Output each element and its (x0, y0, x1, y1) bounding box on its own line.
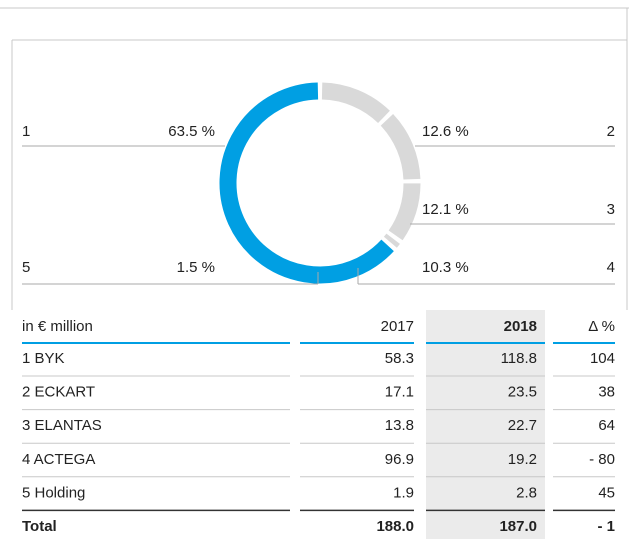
highlight-column (426, 310, 545, 539)
table-cell: 13.8 (385, 417, 414, 434)
segment-number: 4 (607, 259, 615, 276)
segment-number: 1 (22, 123, 30, 140)
table-cell: 64 (598, 417, 615, 434)
table-cell: 4 ACTEGA (22, 451, 95, 468)
table-cell: 22.7 (508, 417, 537, 434)
table-header: 2018 (504, 318, 537, 335)
donut-segment (380, 114, 421, 180)
segment-label: 1.5 % (177, 259, 215, 276)
table-cell: 5 Holding (22, 484, 85, 501)
table-cell: 17.1 (385, 384, 414, 401)
table-cell: 104 (590, 350, 615, 367)
table-cell: 96.9 (385, 451, 414, 468)
total-cell: - 1 (597, 518, 615, 535)
donut-segment (321, 82, 390, 124)
table-cell: 3 ELANTAS (22, 417, 102, 434)
segment-number: 3 (607, 201, 615, 218)
table-header: Δ % (588, 318, 615, 335)
segment-number: 5 (22, 259, 30, 276)
segment-label: 10.3 % (422, 259, 469, 276)
total-cell: 187.0 (499, 518, 537, 535)
table-cell: 38 (598, 384, 615, 401)
table-header: 2017 (381, 318, 414, 335)
table-cell: 58.3 (385, 350, 414, 367)
segment-number: 2 (607, 123, 615, 140)
donut-segment (383, 233, 400, 248)
table-cell: 45 (598, 484, 615, 501)
table-cell: 1.9 (393, 484, 414, 501)
segment-label: 12.1 % (422, 201, 469, 218)
segment-label: 63.5 % (168, 123, 215, 140)
table-header: in € million (22, 318, 93, 335)
table-cell: 118.8 (501, 350, 537, 367)
donut-segment (388, 183, 421, 241)
table-cell: 23.5 (508, 384, 537, 401)
table-cell: 19.2 (508, 451, 537, 468)
table-cell: - 80 (589, 451, 615, 468)
donut-segment (219, 82, 394, 284)
table-cell: 2 ECKART (22, 384, 95, 401)
total-cell: Total (22, 518, 57, 535)
table-cell: 1 BYK (22, 350, 65, 367)
segment-label: 12.6 % (422, 123, 469, 140)
table-cell: 2.8 (516, 484, 537, 501)
total-cell: 188.0 (376, 518, 414, 535)
